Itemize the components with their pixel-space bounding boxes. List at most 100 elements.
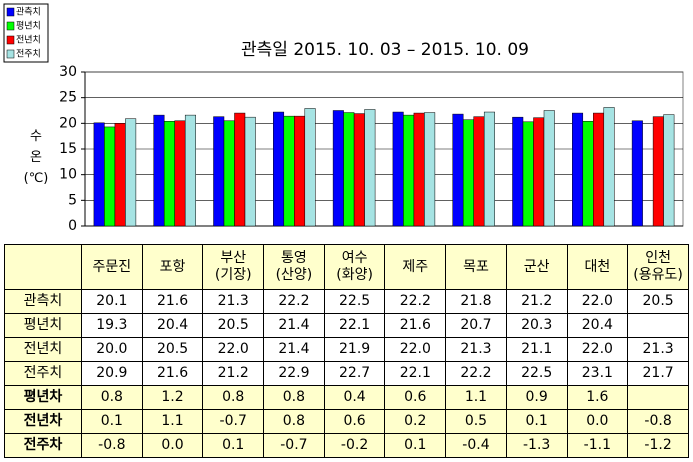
- bar: [403, 114, 415, 227]
- bar: [184, 114, 196, 227]
- table-cell: 전년차: [4, 409, 82, 434]
- table-cell: 21.6: [141, 361, 204, 386]
- table-cell: 20.1: [81, 289, 143, 314]
- bar: [294, 115, 306, 227]
- bar: [234, 112, 246, 227]
- table-cell: 21.9: [323, 337, 386, 362]
- bar: [452, 113, 464, 227]
- table-cell: 22.7: [323, 361, 386, 386]
- table-cell: 22.2: [384, 289, 447, 314]
- table-cell: 여수 (화양): [323, 244, 386, 290]
- bar: [582, 121, 594, 227]
- y-tick-label: 15: [59, 141, 77, 157]
- table-cell: 평년차: [4, 385, 82, 410]
- table-cell: 평년치: [4, 313, 82, 338]
- bar: [125, 118, 137, 227]
- bar: [343, 112, 355, 227]
- table-cell: 21.6: [384, 313, 447, 338]
- table-cell: 전년치: [4, 337, 82, 362]
- table-cell: 목포: [445, 244, 507, 290]
- table-cell: 0.4: [323, 385, 386, 410]
- table-cell: 20.3: [505, 313, 568, 338]
- bar: [273, 111, 285, 227]
- legend-label: 전년치: [16, 34, 41, 46]
- table-cell: 부산 (기장): [202, 244, 265, 290]
- table-cell: 1.2: [141, 385, 204, 410]
- table-cell: 0.1: [202, 433, 265, 458]
- bar: [93, 122, 105, 227]
- bar: [462, 119, 474, 227]
- bar: [213, 116, 225, 227]
- table-cell: 0.6: [323, 409, 386, 434]
- table-row: 전주차 -0.8 0.0 0.1 -0.7 -0.2 0.1 -0.4 -1.3 -1.1 -1.2: [4, 433, 689, 458]
- table-cell: -1.3: [505, 433, 568, 458]
- table-cell: 0.8: [263, 385, 325, 410]
- table-cell: 0.5: [445, 409, 507, 434]
- table-cell: -0.7: [263, 433, 325, 458]
- y-tick-label: 30: [59, 64, 77, 80]
- table-row: 전년치 20.0 20.5 22.0 21.4 21.9 22.0 21.3 21.1 22.0 2…: [4, 337, 689, 362]
- legend-swatch: [6, 21, 15, 31]
- table-cell: 0.1: [505, 409, 568, 434]
- table-cell: 전주차: [4, 433, 82, 458]
- table-cell: 22.0: [566, 289, 629, 314]
- table-cell: 20.7: [445, 313, 507, 338]
- table-row: 관측치 20.1 21.6 21.3 22.2 22.5 22.2 21.8 21.2 22.0 2…: [4, 289, 689, 314]
- bar: [652, 116, 664, 227]
- table-cell: [4, 244, 82, 290]
- bar: [483, 111, 495, 227]
- table-cell: 전주치: [4, 361, 82, 386]
- bar: [631, 120, 643, 227]
- bar: [392, 111, 404, 227]
- table-row: 전년차 0.1 1.1 -0.7 0.8 0.6 0.2 0.5 0.1 0.0 -0.8: [4, 409, 689, 434]
- table-cell: 21.3: [445, 337, 507, 362]
- y-tick-label: 20: [59, 115, 77, 131]
- bar: [533, 117, 545, 227]
- bar: [593, 112, 605, 227]
- table-cell: 군산: [505, 244, 568, 290]
- table-cell: -1.2: [627, 433, 689, 458]
- bar: [304, 108, 316, 227]
- table-cell: -0.8: [627, 409, 689, 434]
- table-row: 평년차 0.8 1.2 0.8 0.8 0.4 0.6 1.1 0.9 1.6: [4, 385, 689, 410]
- table-cell: 인천 (용유도): [627, 244, 689, 290]
- y-axis-label: 수 온 (℃): [23, 129, 49, 186]
- bar: [543, 110, 555, 227]
- table-cell: 0.9: [505, 385, 568, 410]
- bar: [244, 116, 256, 227]
- chart-title: 관측일 2015. 10. 03 – 2015. 10. 09: [241, 40, 529, 60]
- table-cell: [627, 385, 689, 410]
- table-cell: -0.8: [81, 433, 143, 458]
- table-cell: 22.0: [384, 337, 447, 362]
- header-row: 주문진 포항 부산 (기장) 통영 (산양) 여수 (화양) 제주 목포 군산 대천 인천 (용유…: [4, 244, 689, 290]
- bar: [283, 115, 295, 227]
- table-cell: 0.6: [384, 385, 447, 410]
- bar: [603, 107, 615, 227]
- bar: [332, 110, 344, 227]
- table-cell: 1.1: [141, 409, 204, 434]
- y-tick-label: 10: [59, 167, 77, 183]
- table-cell: 22.2: [445, 361, 507, 386]
- bar: [163, 121, 175, 227]
- table-cell: -0.2: [323, 433, 386, 458]
- table-cell: 21.2: [505, 289, 568, 314]
- table-cell: 20.4: [141, 313, 204, 338]
- legend-swatch: [6, 35, 15, 45]
- y-tick-label: 5: [68, 192, 77, 208]
- bar: [473, 116, 485, 227]
- y-tick-label: 25: [59, 90, 77, 106]
- legend-swatch: [6, 7, 15, 17]
- table-cell: 0.8: [81, 385, 143, 410]
- table-cell: 1.1: [445, 385, 507, 410]
- table-cell: 0.0: [566, 409, 629, 434]
- bar: [663, 114, 675, 227]
- table-cell: 22.1: [323, 313, 386, 338]
- table-cell: 21.1: [505, 337, 568, 362]
- table-cell: 22.1: [384, 361, 447, 386]
- bar: [174, 120, 186, 227]
- bar: [572, 112, 584, 227]
- table-cell: 0.0: [141, 433, 204, 458]
- table-cell: 22.0: [566, 337, 629, 362]
- table-cell: -0.4: [445, 433, 507, 458]
- bar: [522, 121, 534, 227]
